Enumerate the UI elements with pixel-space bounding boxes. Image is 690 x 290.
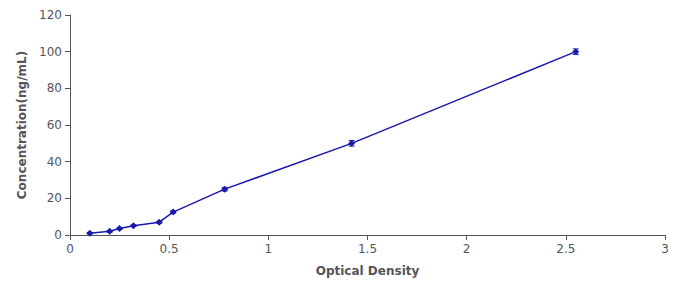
svg-text:1.5: 1.5 [358, 242, 377, 256]
svg-text:0: 0 [54, 228, 62, 242]
svg-text:20: 20 [47, 191, 62, 205]
svg-text:120: 120 [39, 8, 62, 22]
svg-text:1: 1 [265, 242, 273, 256]
svg-text:0: 0 [66, 242, 74, 256]
svg-text:80: 80 [47, 81, 62, 95]
svg-text:Optical Density: Optical Density [316, 264, 420, 278]
svg-text:2.5: 2.5 [556, 242, 575, 256]
svg-text:60: 60 [47, 118, 62, 132]
svg-text:3: 3 [661, 242, 669, 256]
svg-text:2: 2 [463, 242, 471, 256]
svg-text:Concentration(ng/mL): Concentration(ng/mL) [15, 51, 29, 199]
svg-text:40: 40 [47, 155, 62, 169]
svg-text:0.5: 0.5 [160, 242, 179, 256]
svg-text:100: 100 [39, 45, 62, 59]
